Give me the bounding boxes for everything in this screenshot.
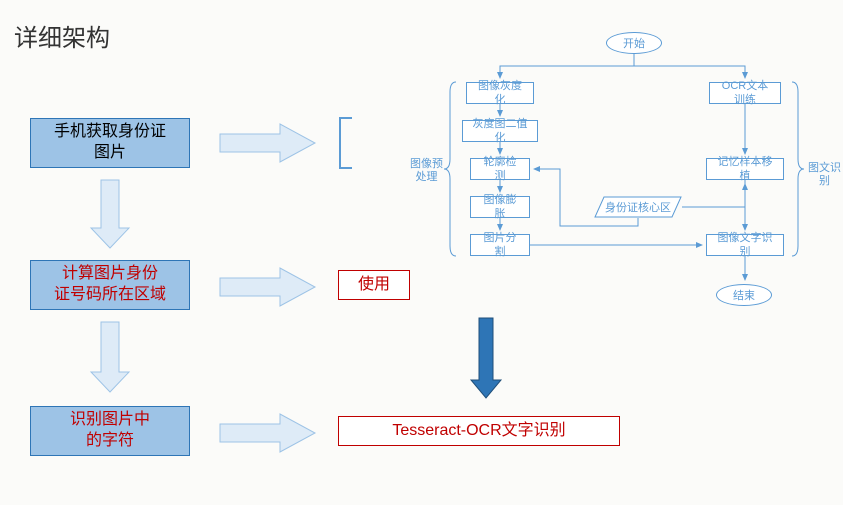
flow-grayscale-label: 图像灰度化 bbox=[475, 79, 525, 108]
step2-label: 计算图片身份证号码所在区域 bbox=[54, 264, 166, 306]
flow-memory-label: 记忆样本移植 bbox=[715, 155, 775, 184]
label-preprocess-text: 图像预处理 bbox=[410, 158, 443, 183]
step3-box: 识别图片中的字符 bbox=[30, 406, 190, 456]
block-arrow-h2 bbox=[220, 268, 315, 306]
step1-box: 手机获取身份证图片 bbox=[30, 118, 190, 168]
label-preprocess: 图像预处理 bbox=[410, 158, 443, 184]
flow-ocr-train: OCR文本训练 bbox=[709, 82, 781, 104]
step3-label: 识别图片中的字符 bbox=[70, 410, 150, 452]
flow-end-label: 结束 bbox=[733, 287, 755, 303]
use-box: 使用 bbox=[338, 270, 410, 300]
step1-label: 手机获取身份证图片 bbox=[54, 122, 166, 164]
flow-binarize-label: 灰度图二值化 bbox=[471, 117, 529, 146]
flow-memory: 记忆样本移植 bbox=[706, 158, 784, 180]
use-label: 使用 bbox=[358, 275, 390, 296]
flow-id-core: 身份证核心区 bbox=[594, 196, 682, 218]
flow-segment: 图片分割 bbox=[470, 234, 530, 256]
flow-dilate: 图像膨胀 bbox=[470, 196, 530, 218]
block-arrow-h3 bbox=[220, 414, 315, 452]
flow-id-core-label: 身份证核心区 bbox=[605, 199, 671, 215]
block-arrow-v2 bbox=[91, 322, 129, 392]
page-title: 详细架构 bbox=[14, 18, 110, 53]
step2-box: 计算图片身份证号码所在区域 bbox=[30, 260, 190, 310]
bracket-icon bbox=[340, 118, 352, 168]
flow-segment-label: 图片分割 bbox=[479, 231, 521, 260]
flow-contour-label: 轮廓检测 bbox=[479, 155, 521, 184]
flow-dilate-label: 图像膨胀 bbox=[479, 193, 521, 222]
brace-right bbox=[792, 82, 804, 256]
flow-contour: 轮廓检测 bbox=[470, 158, 530, 180]
flow-start: 开始 bbox=[606, 32, 662, 54]
flow-end: 结束 bbox=[716, 284, 772, 306]
block-arrow-h1 bbox=[220, 124, 315, 162]
flow-binarize: 灰度图二值化 bbox=[462, 120, 538, 142]
tesseract-box: Tesseract-OCR文字识别 bbox=[338, 416, 620, 446]
flow-recognize: 图像文字识别 bbox=[706, 234, 784, 256]
flow-start-label: 开始 bbox=[623, 35, 645, 51]
label-recognition-text: 图文识别 bbox=[808, 162, 841, 187]
flow-grayscale: 图像灰度化 bbox=[466, 82, 534, 104]
block-arrow-v3 bbox=[471, 318, 501, 398]
tesseract-label: Tesseract-OCR文字识别 bbox=[392, 421, 565, 442]
flow-ocr-train-label: OCR文本训练 bbox=[718, 79, 772, 108]
label-recognition: 图文识别 bbox=[806, 162, 843, 188]
brace-left bbox=[444, 82, 456, 256]
flow-recognize-label: 图像文字识别 bbox=[715, 231, 775, 260]
block-arrow-v1 bbox=[91, 180, 129, 248]
